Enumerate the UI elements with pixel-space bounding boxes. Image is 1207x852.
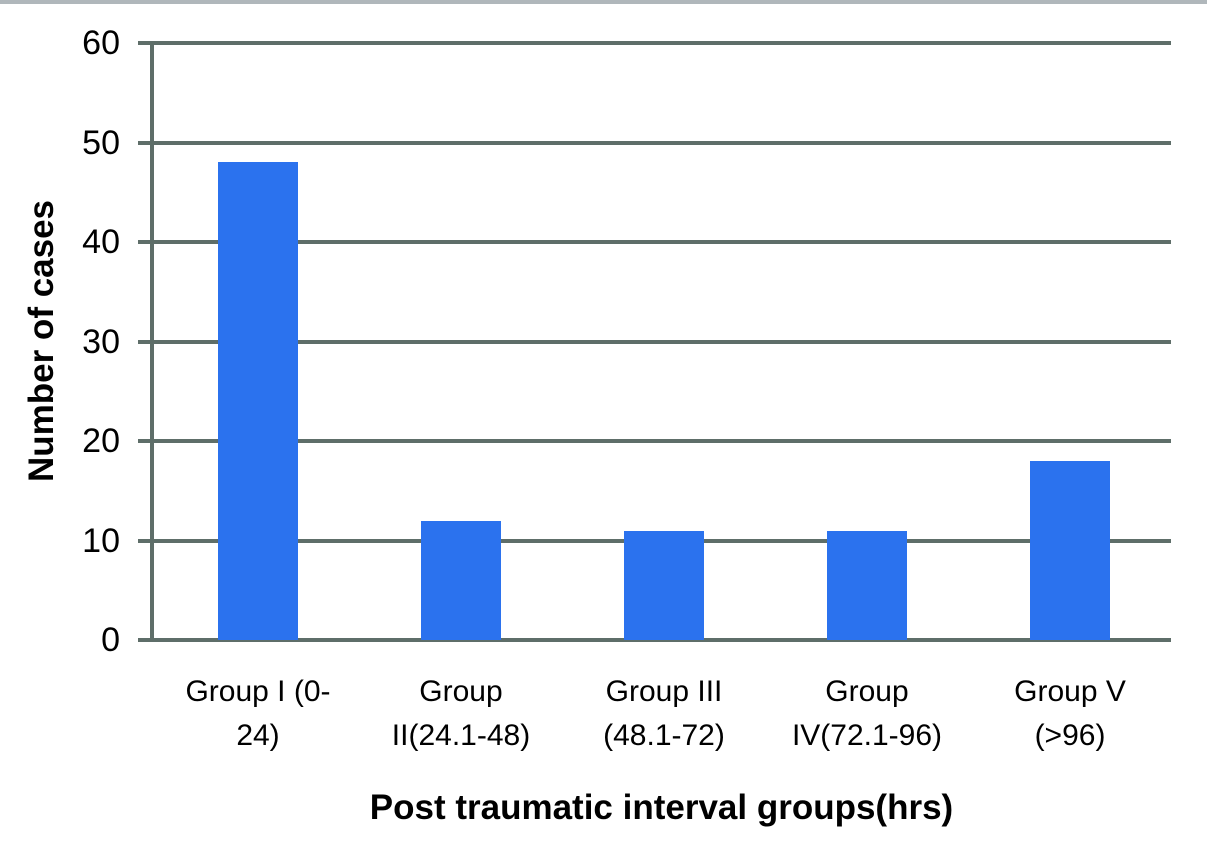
gridline	[152, 439, 1171, 443]
x-tick-label-line: IV(72.1-96)	[791, 719, 943, 752]
y-axis-tick	[138, 638, 150, 642]
gridline	[152, 240, 1171, 244]
x-tick-label-line: Group III	[605, 675, 723, 708]
bar	[1030, 460, 1110, 640]
gridline	[152, 140, 1171, 145]
x-tick-label-line: Group I (0-	[185, 675, 331, 708]
x-tick-label-line: 24)	[236, 719, 280, 752]
bar	[421, 520, 501, 640]
y-tick-label: 40	[82, 223, 120, 261]
y-axis-line	[150, 41, 154, 642]
figure-top-border	[0, 0, 1207, 4]
bar	[218, 162, 298, 640]
x-tick-label-line: Group V	[1014, 675, 1126, 708]
y-axis-title: Number of cases	[22, 199, 61, 483]
y-axis-tick	[138, 41, 150, 45]
x-axis-title: Post traumatic interval groups(hrs)	[369, 788, 954, 827]
gridline	[152, 41, 1171, 45]
bar	[827, 530, 907, 640]
y-axis-tick	[138, 439, 150, 443]
x-tick-label-line: II(24.1-48)	[391, 719, 531, 752]
x-tick-label: Group I (0- 24)	[156, 670, 360, 758]
x-tick-label-line: (>96)	[1034, 719, 1106, 752]
x-tick-label: Group V (>96)	[968, 670, 1172, 758]
x-tick-label-line: Group	[825, 675, 909, 708]
x-tick-label: Group III (48.1-72)	[562, 670, 766, 758]
y-axis-tick	[138, 240, 150, 244]
y-axis-tick	[138, 339, 150, 344]
gridline	[152, 638, 1171, 642]
x-tick-label-line: (48.1-72)	[603, 719, 725, 752]
x-tick-label: Group II(24.1-48)	[359, 670, 563, 758]
y-tick-label: 30	[82, 322, 120, 361]
gridline	[152, 339, 1171, 344]
y-axis-tick	[138, 538, 150, 543]
y-tick-label: 60	[82, 24, 120, 62]
y-tick-label: 20	[82, 422, 120, 460]
y-tick-label: 10	[82, 521, 120, 560]
y-axis-tick	[138, 140, 150, 145]
y-tick-label: 50	[82, 123, 120, 162]
bar	[624, 530, 704, 640]
y-tick-label: 0	[101, 621, 120, 659]
x-tick-label: Group IV(72.1-96)	[765, 670, 969, 758]
x-tick-label-line: Group	[419, 675, 503, 708]
